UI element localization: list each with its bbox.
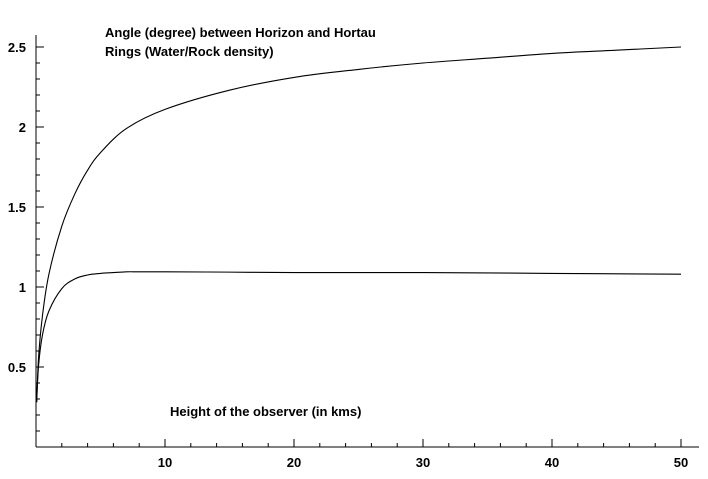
y-tick-label: 2.5	[8, 40, 26, 55]
axes: 10 20 30 40 50 0.5 1 1.5 2 2.5	[8, 35, 699, 470]
series-line-1	[36, 46, 682, 403]
x-tick-label: 10	[158, 455, 172, 470]
plot-area	[36, 46, 682, 403]
x-tick-label: 20	[287, 455, 301, 470]
y-tick-label: 1	[19, 280, 26, 295]
chart-subtitle: Rings (Water/Rock density)	[105, 44, 274, 59]
y-tick-label: 0.5	[8, 360, 26, 375]
series-line-2	[36, 271, 682, 403]
y-tick-label: 2	[19, 120, 26, 135]
x-tick-label: 40	[545, 455, 559, 470]
x-tick-label: 30	[416, 455, 430, 470]
chart-title: Angle (degree) between Horizon and Horta…	[105, 25, 376, 40]
x-tick-label: 50	[674, 455, 688, 470]
x-axis-label: Height of the observer (in kms)	[170, 404, 361, 419]
y-tick-label: 1.5	[8, 200, 26, 215]
